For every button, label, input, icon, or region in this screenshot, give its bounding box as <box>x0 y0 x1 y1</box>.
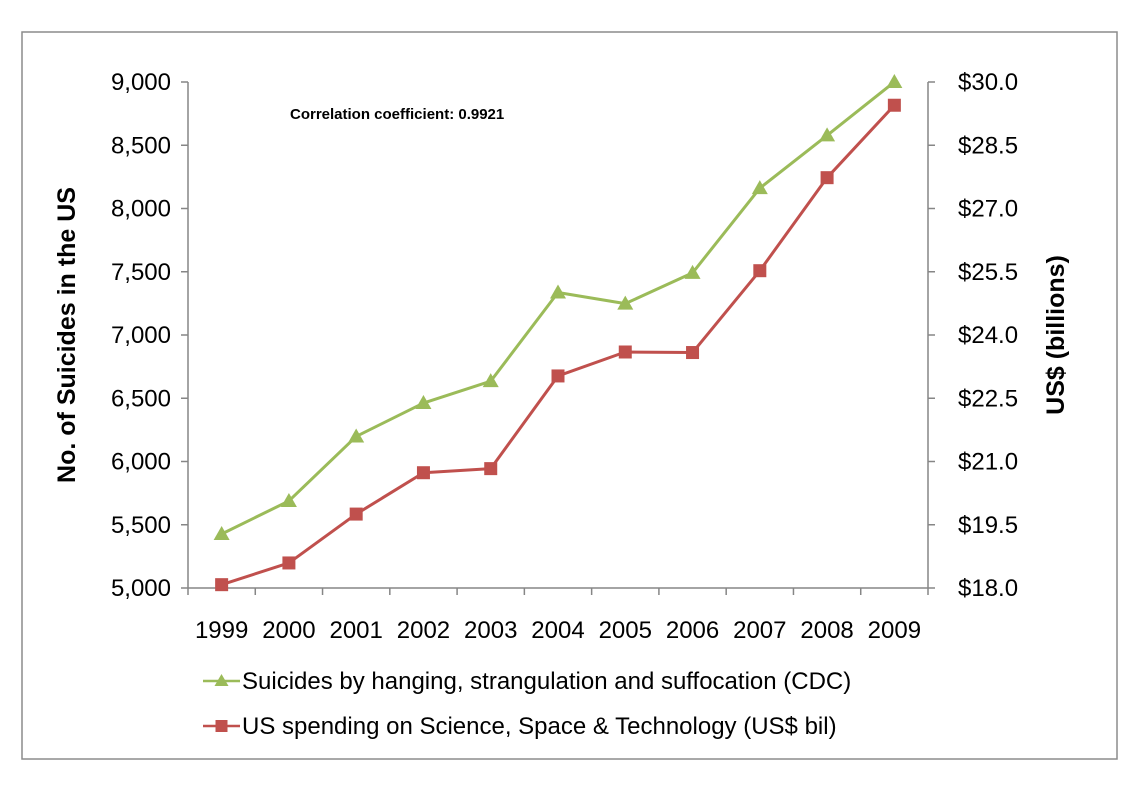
legend-entry-suicides: Suicides by hanging, strangulation and s… <box>203 668 851 695</box>
x-tick-label: 2009 <box>868 617 921 644</box>
data-point-spending <box>618 345 632 359</box>
legend: Suicides by hanging, strangulation and s… <box>203 668 851 740</box>
y-tick-label: 7,500 <box>111 259 171 286</box>
y-tick-label: 7,000 <box>111 322 171 349</box>
y2-tick-label: $22.5 <box>958 385 1018 412</box>
data-point-spending <box>820 171 834 185</box>
y-tick-label: 5,500 <box>111 512 171 539</box>
data-point-suicides <box>348 428 365 443</box>
data-point-spending <box>484 462 498 476</box>
data-point-spending <box>686 346 700 360</box>
data-point-suicides <box>684 264 701 279</box>
y2-tick-label: $28.5 <box>958 132 1018 159</box>
y2-axis-title: US$ (billions) <box>1042 255 1070 415</box>
x-tick-label: 2008 <box>800 617 853 644</box>
y2-tick-label: $21.0 <box>958 449 1018 476</box>
data-point-spending <box>887 98 901 112</box>
y-tick-label: 5,000 <box>111 575 171 602</box>
data-point-suicides <box>617 295 634 310</box>
data-point-suicides <box>751 180 768 195</box>
x-tick-label: 2000 <box>262 617 315 644</box>
legend-entry-spending: US spending on Science, Space & Technolo… <box>203 713 837 740</box>
x-tick-label: 1999 <box>195 617 248 644</box>
x-tick-label: 2001 <box>329 617 382 644</box>
y2-tick-label: $25.5 <box>958 259 1018 286</box>
x-tick-label: 2004 <box>531 617 584 644</box>
legend-label-spending: US spending on Science, Space & Technolo… <box>242 713 837 740</box>
data-point-suicides <box>213 525 230 540</box>
y-tick-label: 9,000 <box>111 69 171 96</box>
y2-tick-label: $19.5 <box>958 512 1018 539</box>
data-point-suicides <box>886 74 903 88</box>
legend-marker-spending <box>215 720 228 732</box>
data-point-suicides <box>550 284 566 299</box>
y-axis-title: No. of Suicides in the US <box>53 187 81 483</box>
data-point-suicides <box>280 492 297 507</box>
data-point-spending <box>753 264 767 278</box>
data-point-spending <box>416 466 430 480</box>
data-point-spending <box>282 556 296 570</box>
y2-tick-label: $27.0 <box>958 196 1018 223</box>
data-point-suicides <box>415 395 432 410</box>
axes: 5,000 5,500 6,000 6,500 7,000 7,500 8,000 8,500… <box>111 69 1018 644</box>
x-tick-label: 2006 <box>666 617 719 644</box>
annotation-correlation: Correlation coefficient: 0.9921 <box>290 106 504 123</box>
x-tick-label: 2007 <box>733 617 786 644</box>
legend-marker-suicides <box>214 674 229 686</box>
y-tick-label: 6,000 <box>111 449 171 476</box>
data-point-spending <box>551 369 565 383</box>
data-point-spending <box>215 578 229 592</box>
y2-tick-label: $18.0 <box>958 575 1018 602</box>
y-tick-label: 6,500 <box>111 385 171 412</box>
chart-border <box>21 31 1118 760</box>
series-layer <box>213 74 903 592</box>
data-point-spending <box>349 507 363 521</box>
y2-tick-label: $24.0 <box>958 322 1018 349</box>
y-tick-label: 8,000 <box>111 196 171 223</box>
data-point-suicides <box>819 127 836 142</box>
x-tick-label: 2003 <box>464 617 517 644</box>
y-tick-label: 8,500 <box>111 132 171 159</box>
legend-label-suicides: Suicides by hanging, strangulation and s… <box>242 668 851 695</box>
x-tick-label: 2005 <box>599 617 652 644</box>
y2-tick-label: $30.0 <box>958 69 1018 96</box>
x-tick-label: 2002 <box>397 617 450 644</box>
data-point-suicides <box>482 373 499 388</box>
